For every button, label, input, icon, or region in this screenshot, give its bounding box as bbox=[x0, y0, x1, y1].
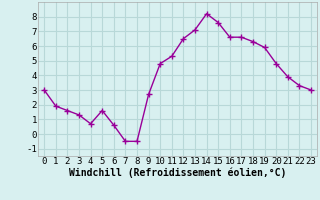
X-axis label: Windchill (Refroidissement éolien,°C): Windchill (Refroidissement éolien,°C) bbox=[69, 168, 286, 178]
